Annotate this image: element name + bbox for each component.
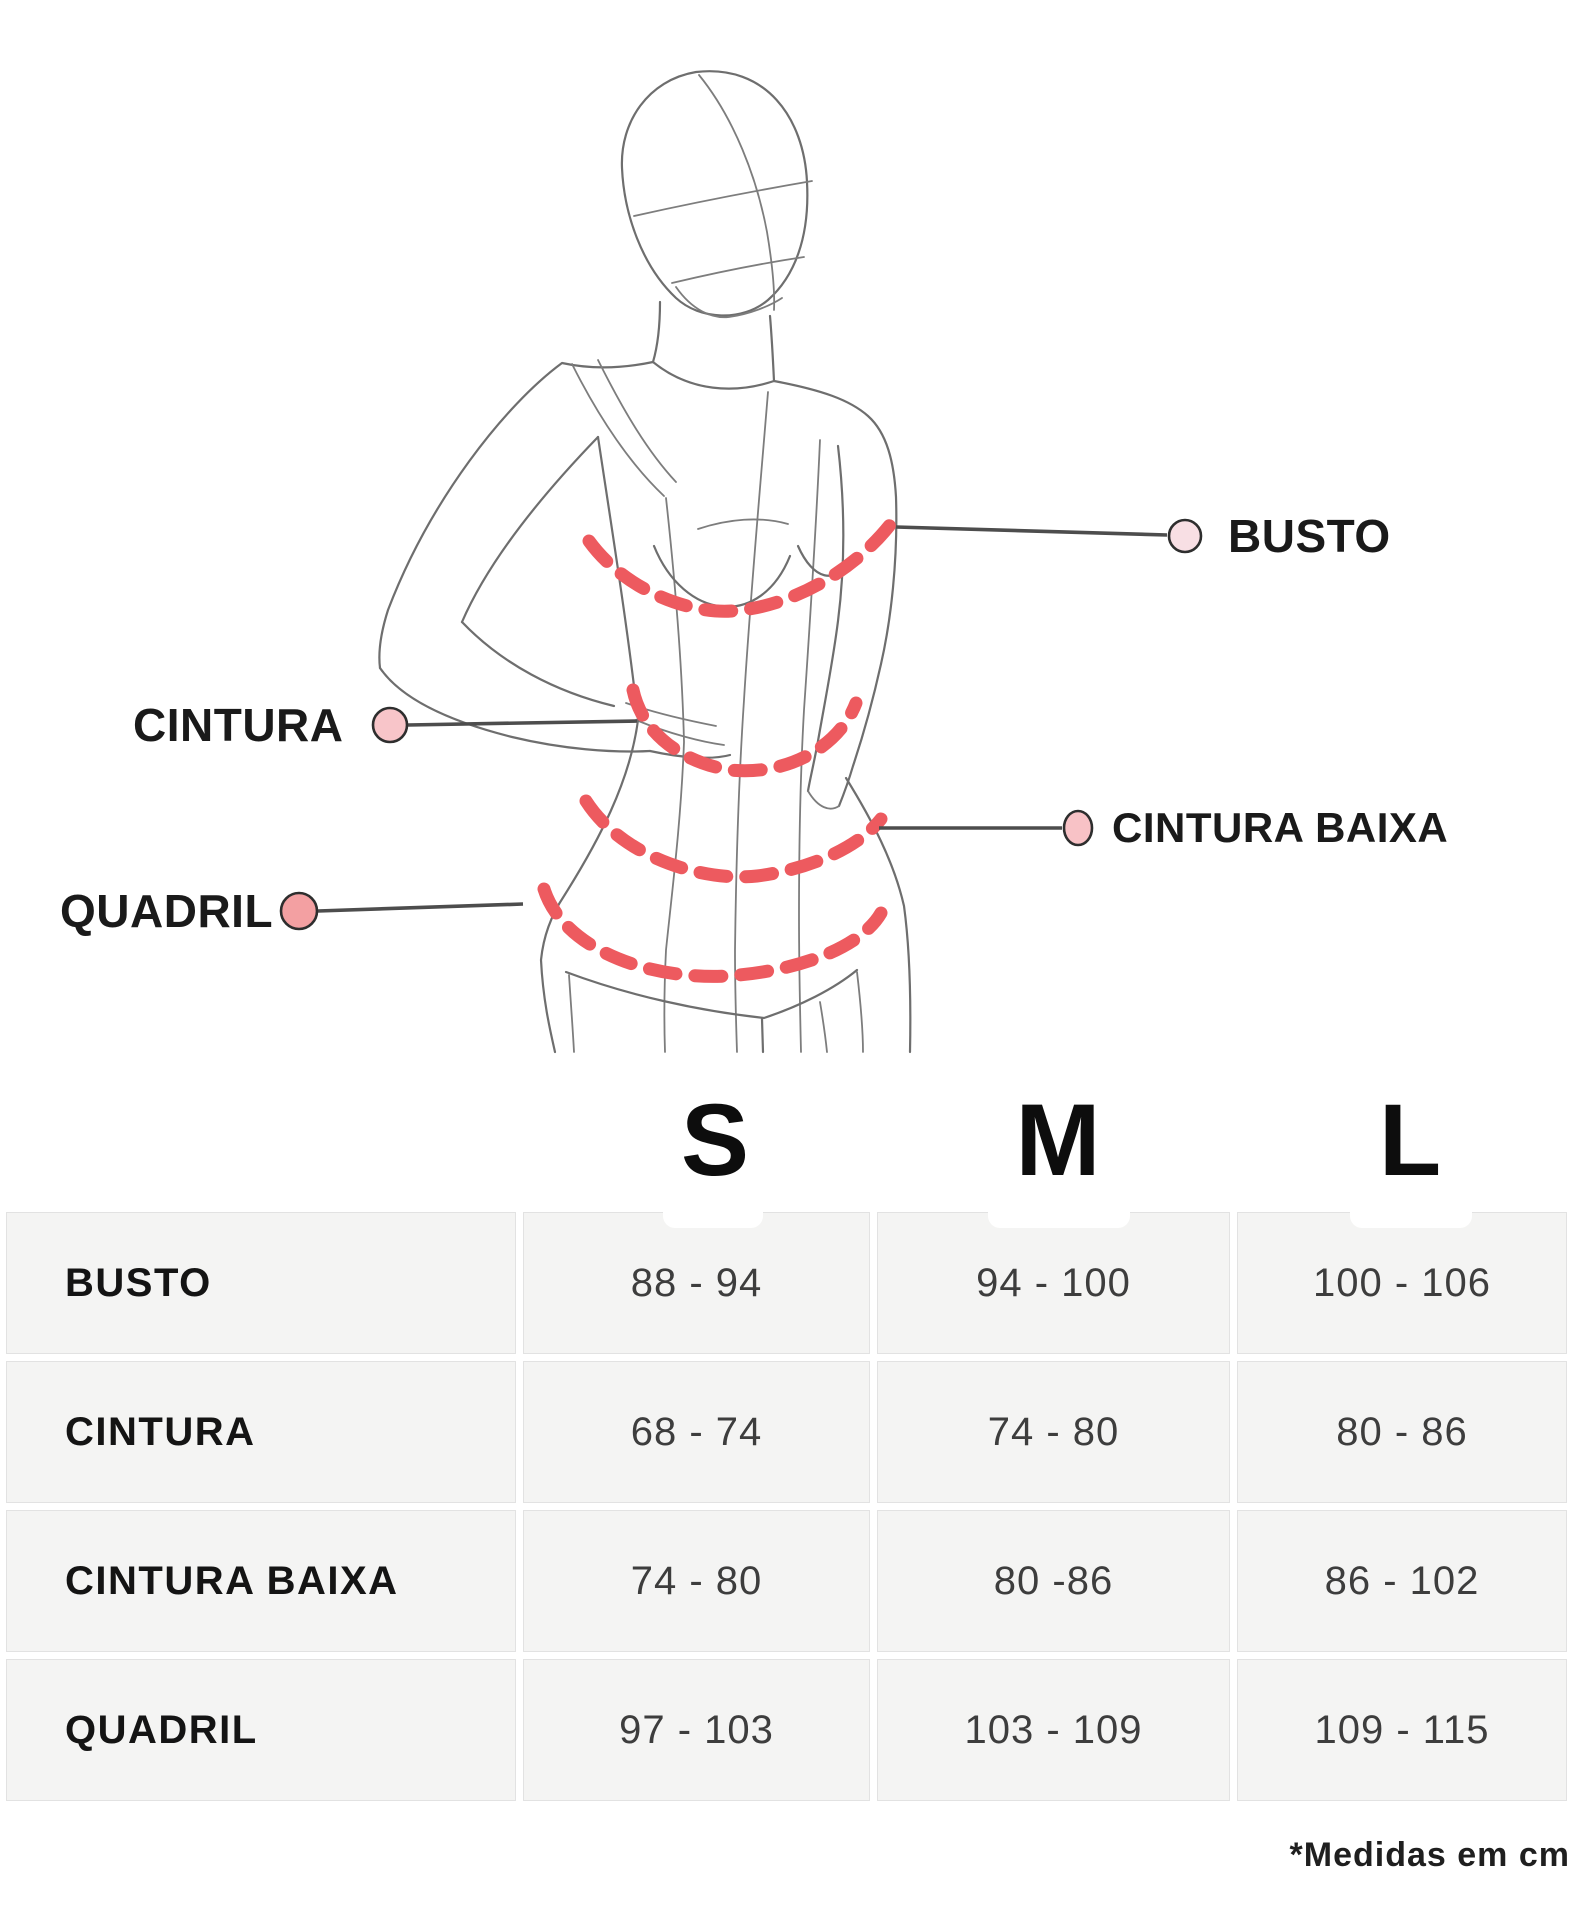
busto-marker-dot: [1167, 518, 1203, 554]
croquis-figure-illustration: [279, 70, 1203, 1054]
waist-measure-dash: [626, 683, 863, 778]
cintura-baixa-marker-dot: [1062, 809, 1094, 847]
quadril-marker-dot: [279, 891, 319, 931]
size-header-m: M: [1015, 1083, 1101, 1197]
table-row-label-quadril: QUADRIL: [6, 1659, 516, 1801]
cintura-m-value: 74 - 80: [877, 1361, 1230, 1503]
busto-callout-label: BUSTO: [1228, 510, 1391, 562]
busto-connector-line: [895, 525, 1168, 537]
cintura-s-value: 68 - 74: [523, 1361, 870, 1503]
table-top-notch-l: [1350, 1204, 1472, 1228]
units-footnote: *Medidas em cm: [1289, 1836, 1570, 1874]
table-row-label-cintura-baixa: CINTURA BAIXA: [6, 1510, 516, 1652]
cintura-marker-dot: [371, 706, 409, 744]
size-header-s: S: [680, 1083, 750, 1197]
cintura-baixa-l-value: 86 - 102: [1237, 1510, 1567, 1652]
busto-m-value: 94 - 100: [877, 1212, 1230, 1354]
quadril-m-value: 103 - 109: [877, 1659, 1230, 1801]
cintura-baixa-m-value: 80 -86: [877, 1510, 1230, 1652]
quadril-l-value: 109 - 115: [1237, 1659, 1567, 1801]
quadril-s-value: 97 - 103: [523, 1659, 870, 1801]
cintura-callout-label: CINTURA: [133, 699, 344, 751]
busto-s-value: 88 - 94: [523, 1212, 870, 1354]
low-waist-measure-dash: [579, 794, 888, 884]
bust-measure-dash: [582, 514, 900, 618]
size-header-l: L: [1378, 1083, 1442, 1197]
size-chart-table: BUSTO 88 - 94 94 - 100 100 - 106 CINTURA…: [6, 1212, 1567, 1801]
table-top-notch-s: [663, 1204, 763, 1228]
table-row-label-busto: BUSTO: [6, 1212, 516, 1354]
table-row-label-cintura: CINTURA: [6, 1361, 516, 1503]
quadril-callout-label: QUADRIL: [60, 885, 274, 937]
table-top-notch-m: [988, 1204, 1130, 1228]
cintura-baixa-callout-label: CINTURA BAIXA: [1112, 804, 1449, 851]
cintura-baixa-s-value: 74 - 80: [523, 1510, 870, 1652]
cintura-connector-line: [407, 719, 638, 727]
busto-l-value: 100 - 106: [1237, 1212, 1567, 1354]
cintura-l-value: 80 - 86: [1237, 1361, 1567, 1503]
hip-measure-dash: [537, 882, 888, 983]
quadril-connector-line: [317, 902, 524, 913]
